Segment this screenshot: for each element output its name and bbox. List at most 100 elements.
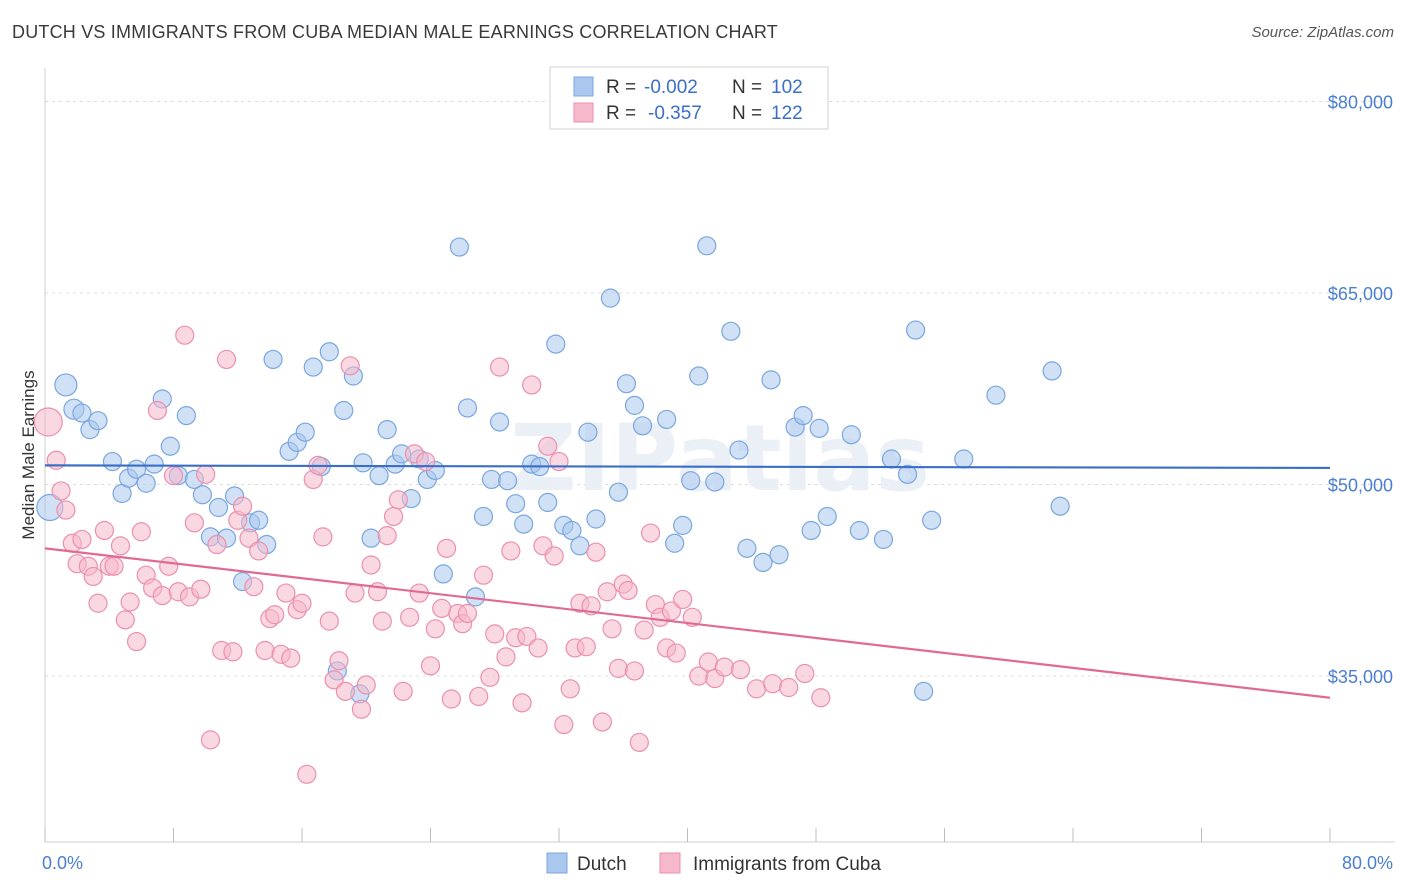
point-dutch-66 [608, 482, 629, 502]
point-cuba-89 [522, 375, 542, 395]
point-dutch-97 [986, 385, 1006, 405]
legend-swatch-cuba [659, 852, 681, 874]
point-cuba-118 [682, 607, 702, 627]
point-cuba-102 [592, 712, 612, 732]
point-cuba-10 [94, 520, 115, 541]
point-cuba-6 [72, 529, 92, 550]
point-cuba-42 [265, 605, 285, 625]
stats-n-label-cuba: N = [732, 103, 762, 124]
point-dutch-54 [506, 494, 526, 514]
point-dutch-39 [377, 420, 397, 440]
stats-n-value-dutch: 102 [771, 77, 803, 98]
point-cuba-120 [698, 652, 718, 672]
point-cuba-37 [239, 528, 259, 548]
point-cuba-31 [207, 534, 227, 555]
y-tick-label-2: $50,000 [1328, 476, 1393, 496]
chart-title: DUTCH VS IMMIGRANTS FROM CUBA MEDIAN MAL… [12, 22, 779, 42]
point-dutch-74 [689, 366, 709, 386]
point-cuba-21 [152, 586, 172, 606]
point-cuba-58 [351, 699, 372, 719]
point-cuba-125 [763, 674, 783, 694]
stats-legend-box [549, 66, 829, 130]
point-dutch-82 [769, 545, 789, 565]
point-dutch-81 [761, 370, 781, 390]
point-dutch-15 [176, 405, 196, 426]
point-cuba-82 [485, 624, 505, 644]
point-cuba-33 [216, 349, 237, 370]
point-dutch-53 [498, 471, 518, 491]
point-dutch-47 [449, 237, 470, 257]
point-cuba-78 [457, 603, 478, 624]
point-dutch-64 [586, 509, 606, 529]
point-dutch-63 [578, 422, 598, 442]
tick-labels: $80,000 $65,000 $50,000 $35,000 0.0% 80.0% [42, 93, 1393, 873]
point-cuba-1 [46, 450, 66, 470]
y-tick-label-0: $80,000 [1328, 93, 1393, 113]
point-cuba-124 [746, 679, 767, 699]
point-cuba-3 [56, 500, 76, 520]
point-dutch-50 [473, 506, 494, 527]
series-legend: Dutch Immigrants from Cuba [546, 852, 881, 875]
point-dutch-65 [600, 288, 621, 308]
point-cuba-87 [512, 693, 532, 713]
point-cuba-103 [597, 582, 617, 602]
x-tick-label-1: 80.0% [1342, 853, 1393, 873]
point-dutch-87 [817, 506, 837, 527]
trend-line-cuba [44, 547, 1331, 699]
point-cuba-110 [634, 620, 654, 640]
stats-r-label-dutch: R = [606, 77, 636, 98]
point-dutch-6 [102, 451, 123, 472]
stats-r-value-cuba: -0.357 [648, 103, 702, 124]
watermark-text: ZIPatlas [510, 405, 930, 512]
point-cuba-44 [276, 583, 296, 603]
point-cuba-81 [480, 667, 500, 687]
point-cuba-67 [400, 607, 420, 627]
point-dutch-38 [369, 465, 389, 486]
point-dutch-96 [954, 449, 974, 469]
stats-n-label-dutch: N = [732, 77, 762, 98]
y-axis-label: Median Male Earnings [19, 370, 38, 539]
point-dutch-99 [1050, 496, 1070, 516]
point-cuba-23 [163, 465, 184, 486]
watermark: ZIPatlas [510, 405, 930, 512]
point-cuba-72 [425, 619, 445, 639]
point-dutch-61 [562, 520, 582, 541]
trend-lines [44, 464, 1331, 699]
point-cuba-22 [159, 556, 179, 576]
point-dutch-30 [303, 357, 323, 377]
point-cuba-30 [200, 730, 221, 750]
point-cuba-111 [640, 523, 661, 543]
legend-label-dutch: Dutch [577, 854, 627, 875]
point-cuba-34 [223, 642, 243, 662]
point-cuba-17 [131, 522, 151, 542]
point-dutch-69 [632, 416, 653, 436]
legend-swatch-dutch [546, 852, 568, 874]
stats-swatch-cuba [573, 102, 594, 123]
point-cuba-117 [673, 589, 693, 610]
point-cuba-62 [372, 611, 392, 631]
y-tick-label-3: $35,000 [1328, 667, 1393, 687]
point-cuba-108 [624, 661, 645, 681]
point-dutch-17 [192, 485, 213, 505]
point-dutch-3 [72, 403, 92, 423]
point-dutch-46 [433, 564, 453, 584]
axes [44, 68, 1395, 843]
point-dutch-10 [136, 473, 156, 493]
point-dutch-67 [616, 374, 637, 394]
point-cuba-0 [33, 407, 63, 437]
point-cuba-70 [416, 451, 436, 472]
point-cuba-39 [249, 541, 269, 561]
point-dutch-62 [570, 536, 590, 556]
point-cuba-48 [297, 764, 317, 784]
point-dutch-94 [914, 681, 934, 701]
series-cuba [33, 325, 831, 784]
point-cuba-65 [388, 490, 408, 510]
stats-r-label-cuba: R = [606, 103, 636, 124]
point-cuba-127 [795, 663, 815, 684]
point-dutch-68 [624, 395, 645, 415]
point-dutch-34 [334, 400, 354, 421]
point-cuba-95 [554, 714, 574, 735]
point-dutch-85 [801, 520, 821, 541]
point-cuba-83 [489, 357, 510, 377]
point-dutch-71 [665, 533, 685, 553]
